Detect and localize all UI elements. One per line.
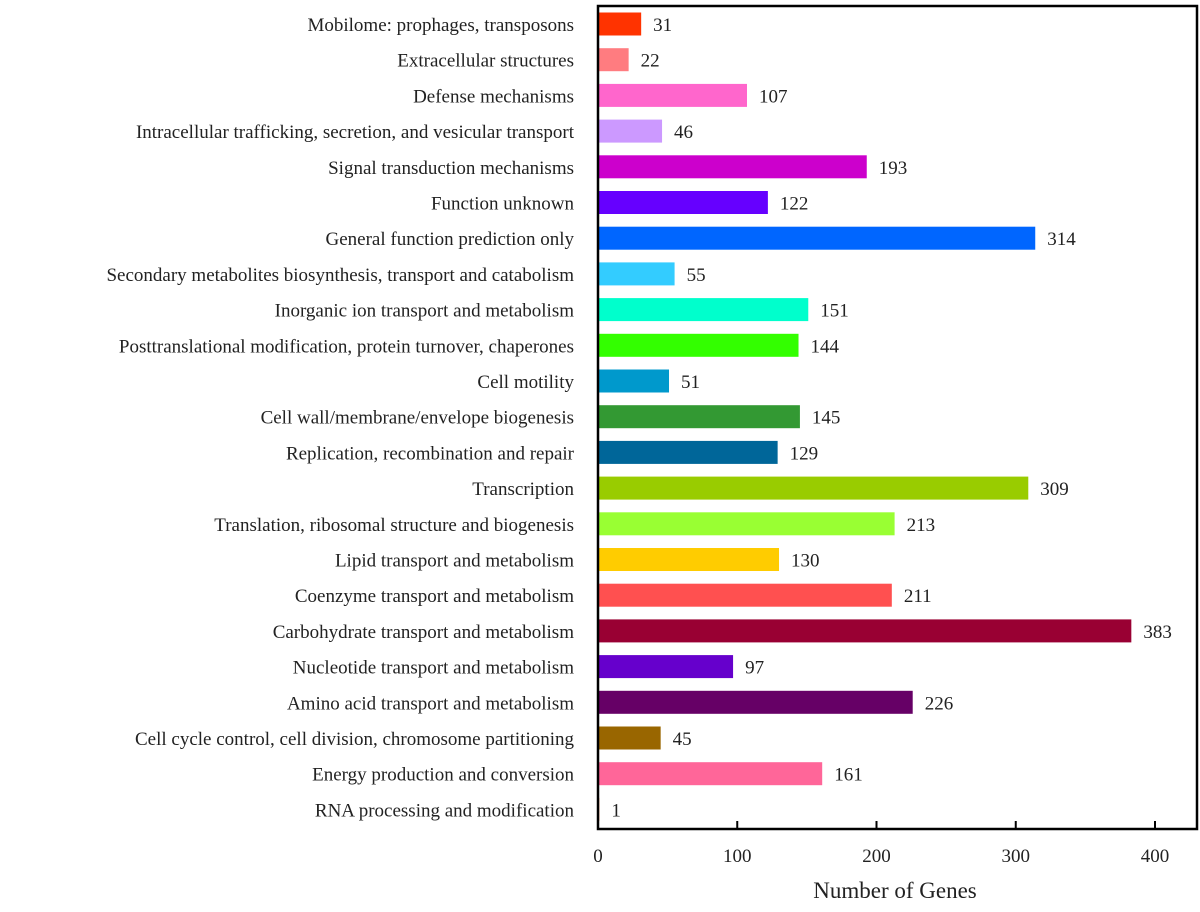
category-label: RNA processing and modification [315, 800, 575, 821]
value-label: 107 [759, 86, 788, 107]
value-label: 161 [834, 765, 863, 786]
value-label: 22 [641, 51, 660, 72]
category-label: General function prediction only [325, 229, 574, 250]
bar [598, 262, 675, 286]
value-label: 151 [820, 301, 849, 322]
bar [598, 726, 661, 750]
bar [598, 12, 642, 36]
category-label: Nucleotide transport and metabolism [293, 658, 574, 679]
bar [598, 369, 670, 393]
category-label: Mobilome: prophages, transposons [307, 15, 574, 36]
bar [598, 405, 800, 429]
category-label: Defense mechanisms [413, 86, 574, 107]
bar [598, 762, 823, 786]
value-label: 45 [673, 729, 692, 750]
value-label: 309 [1040, 479, 1069, 500]
value-label: 211 [904, 586, 932, 607]
x-tick-label: 400 [1141, 846, 1170, 867]
category-label: Carbohydrate transport and metabolism [273, 622, 575, 643]
value-label: 130 [791, 551, 820, 572]
bar [598, 191, 768, 214]
value-label: 314 [1047, 229, 1076, 250]
category-label: Lipid transport and metabolism [335, 551, 574, 572]
bars [598, 12, 1132, 821]
x-tick-label: 100 [723, 846, 752, 867]
bar [598, 226, 1036, 250]
value-label: 226 [925, 693, 954, 714]
bar [598, 690, 913, 714]
category-label: Transcription [472, 479, 574, 500]
plot-frame [596, 4, 1199, 831]
x-tick-label: 300 [1002, 846, 1031, 867]
category-label: Energy production and conversion [312, 765, 574, 786]
value-label: 129 [790, 443, 819, 464]
x-tick-label: 0 [593, 846, 603, 867]
bar [598, 83, 747, 107]
value-label: 97 [745, 658, 764, 679]
bar [598, 512, 895, 536]
value-label: 31 [653, 15, 672, 36]
bar [598, 298, 809, 322]
category-labels: Mobilome: prophages, transposons Extracel… [106, 15, 574, 821]
value-label: 193 [879, 158, 908, 179]
category-label: Function unknown [431, 194, 575, 215]
bar [598, 476, 1029, 500]
category-label: Replication, recombination and repair [286, 443, 575, 464]
value-label: 122 [780, 194, 809, 215]
bar [598, 119, 663, 143]
value-label: 55 [687, 265, 706, 286]
bar [598, 619, 1132, 643]
category-label: Coenzyme transport and metabolism [295, 586, 574, 607]
bar [598, 583, 892, 607]
category-label: Amino acid transport and metabolism [287, 693, 574, 714]
category-label: Translation, ribosomal structure and bio… [214, 515, 574, 536]
category-label: Intracellular trafficking, secretion, an… [136, 122, 575, 143]
bar [598, 655, 734, 679]
value-labels: 3122107461931223145515114451145129309213… [611, 15, 1171, 821]
category-label: Secondary metabolites biosynthesis, tran… [106, 265, 574, 286]
x-axis-ticks: 0 100 200 300 400 [593, 821, 1169, 867]
value-label: 46 [674, 122, 693, 143]
category-label: Inorganic ion transport and metabolism [275, 301, 575, 322]
value-label: 383 [1143, 622, 1172, 643]
value-label: 51 [681, 372, 700, 393]
value-label: 213 [907, 515, 936, 536]
bar [598, 440, 778, 464]
bar [598, 333, 799, 357]
value-label: 144 [811, 336, 840, 357]
category-label: Cell cycle control, cell division, chrom… [135, 729, 575, 750]
category-label: Cell wall/membrane/envelope biogenesis [261, 408, 574, 429]
value-label: 1 [611, 800, 621, 821]
bar [598, 48, 629, 72]
x-axis-label: Number of Genes [813, 878, 977, 903]
category-label: Cell motility [477, 372, 574, 393]
x-tick-label: 200 [862, 846, 891, 867]
category-label: Posttranslational modification, protein … [119, 336, 574, 357]
category-label: Extracellular structures [397, 51, 574, 72]
category-label: Signal transduction mechanisms [328, 158, 574, 179]
value-label: 145 [812, 408, 841, 429]
bar [598, 548, 780, 571]
bar [598, 155, 867, 179]
